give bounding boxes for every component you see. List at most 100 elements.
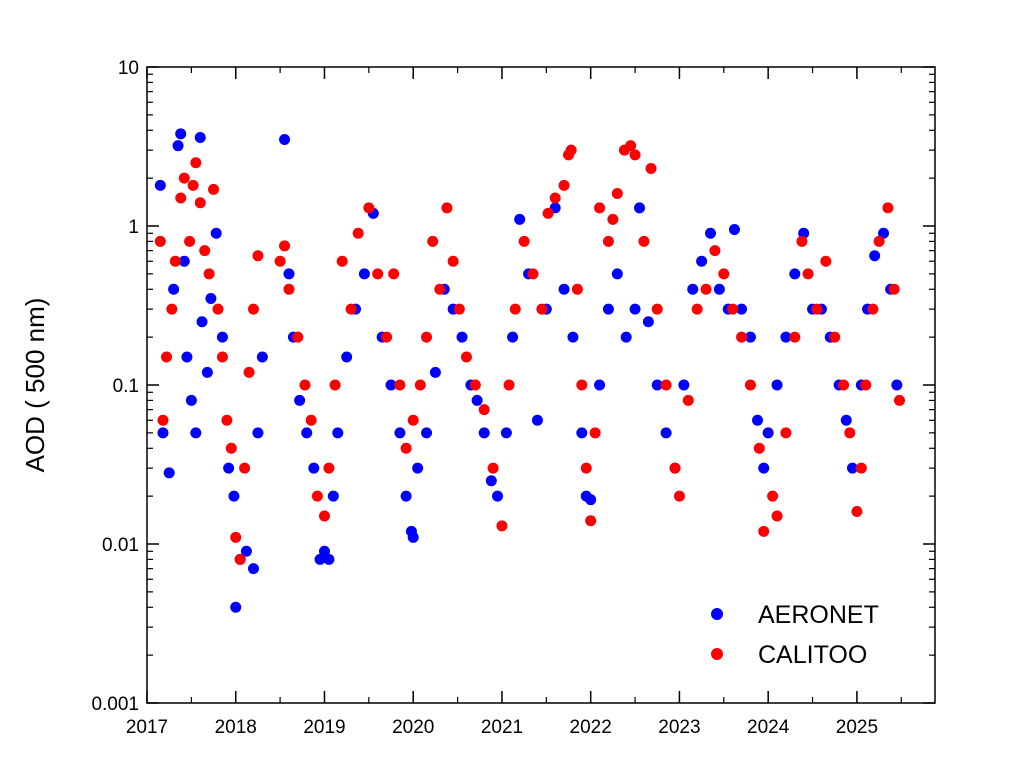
data-point (594, 379, 606, 391)
data-point (305, 414, 317, 426)
data-point (638, 235, 650, 247)
data-point (252, 427, 264, 439)
data-point (503, 379, 515, 391)
data-point (771, 379, 783, 391)
data-point (744, 379, 756, 391)
data-point (611, 188, 623, 200)
data-point (780, 331, 792, 343)
data-point (240, 545, 252, 557)
data-point (358, 268, 370, 280)
data-point (851, 506, 863, 518)
data-point (629, 303, 641, 315)
data-point (789, 331, 801, 343)
data-point (427, 235, 439, 247)
data-point (400, 490, 412, 502)
data-point (487, 462, 499, 474)
data-point (873, 235, 885, 247)
data-point (736, 303, 748, 315)
data-point (744, 331, 756, 343)
data-point (820, 255, 832, 267)
data-point (230, 531, 242, 543)
data-point (500, 427, 512, 439)
series-aeronet (154, 128, 903, 613)
data-point (216, 351, 228, 363)
data-point (840, 414, 852, 426)
data-point (673, 490, 685, 502)
data-point (256, 351, 268, 363)
data-point (507, 331, 519, 343)
data-point (509, 303, 521, 315)
data-point (660, 427, 672, 439)
data-point (882, 202, 894, 214)
data-point (718, 268, 730, 280)
data-point (888, 283, 900, 295)
data-point (388, 268, 400, 280)
data-point (363, 202, 375, 214)
data-point (549, 192, 561, 204)
data-point (247, 303, 259, 315)
y-axis: 0.001 0.01 0.1 1 10 (91, 58, 935, 715)
x-tick-label: 2020 (392, 717, 434, 738)
data-point (576, 379, 588, 391)
legend: AERONET CALITOO (711, 601, 879, 669)
data-point (704, 227, 716, 239)
data-point (283, 283, 295, 295)
data-point (414, 379, 426, 391)
data-point (412, 462, 424, 474)
data-point (314, 553, 326, 565)
data-point (496, 520, 508, 532)
data-point (471, 394, 483, 406)
data-point (247, 563, 259, 575)
data-point (279, 133, 291, 145)
data-point (299, 379, 311, 391)
data-point (607, 213, 619, 225)
data-point (178, 172, 190, 184)
data-point (855, 462, 867, 474)
data-point (441, 202, 453, 214)
data-point (329, 379, 341, 391)
x-tick-label: 2022 (570, 717, 612, 738)
data-point (429, 366, 441, 378)
data-point (372, 268, 384, 280)
data-point (341, 351, 353, 363)
data-point (352, 227, 364, 239)
data-point (460, 351, 472, 363)
data-point (225, 442, 237, 454)
x-tick-label: 2021 (481, 717, 523, 738)
data-point (527, 268, 539, 280)
data-point (157, 414, 169, 426)
data-point (187, 179, 199, 191)
data-point (625, 140, 637, 152)
data-point (190, 427, 202, 439)
x-tick-label: 2025 (836, 717, 878, 738)
data-point (580, 462, 592, 474)
data-point (469, 379, 481, 391)
data-point (283, 268, 295, 280)
data-point (175, 128, 187, 140)
y-tick-label: 0.01 (102, 535, 139, 556)
data-point (696, 255, 708, 267)
data-point (700, 283, 712, 295)
data-point (154, 235, 166, 247)
data-point (634, 202, 645, 214)
data-point (194, 132, 206, 144)
data-point (762, 427, 774, 439)
x-tick-label: 2018 (215, 717, 257, 738)
data-point (844, 427, 856, 439)
data-point (789, 268, 801, 280)
data-point (594, 202, 606, 214)
data-point (567, 331, 579, 343)
data-point (811, 303, 823, 315)
data-point (168, 283, 180, 295)
data-point (829, 331, 841, 343)
data-point (279, 240, 291, 252)
data-point (394, 427, 406, 439)
data-point (400, 442, 412, 454)
data-point (292, 331, 304, 343)
data-point (478, 427, 490, 439)
data-point (175, 192, 187, 204)
data-point (185, 394, 197, 406)
data-point (709, 245, 721, 257)
